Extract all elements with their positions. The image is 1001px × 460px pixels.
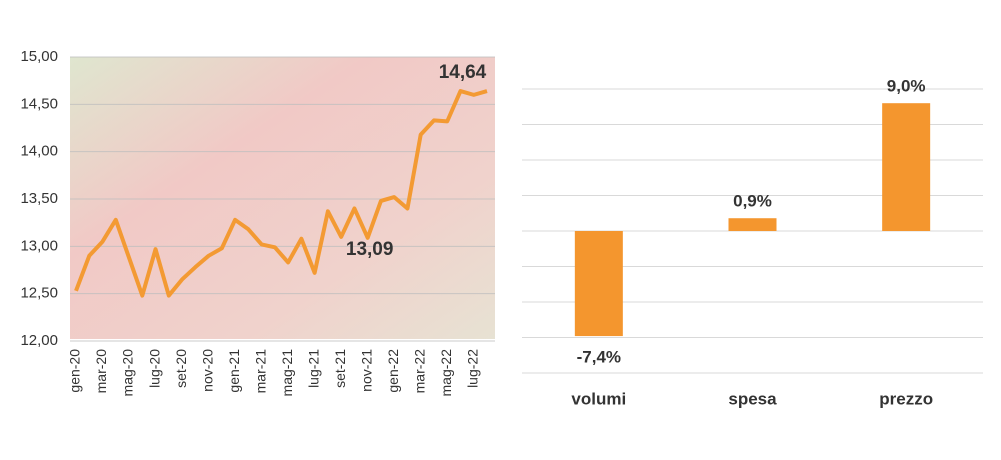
x-tick-label: gen-22 [385,349,401,393]
data-label: 13,09 [346,239,394,260]
bar [728,218,777,231]
y-tick-label: 12,00 [20,332,58,349]
x-tick-label: mag-21 [279,349,295,397]
x-tick-label: nov-21 [358,349,374,392]
y-tick-label: 14,00 [20,143,58,160]
line [74,89,488,298]
x-tick-label: spesa [728,389,777,408]
x-tick-label: mag-22 [438,349,454,397]
data-label: 14,64 [439,62,487,83]
x-tick-label: nov-20 [199,349,215,392]
x-tick-label: lug-21 [305,349,321,388]
data-label: 9,0% [887,77,926,96]
y-tick-label: 15,00 [20,48,58,65]
y-tick-label: 13,00 [20,237,58,254]
x-tick-label: mar-21 [252,349,268,394]
x-tick-label: lug-22 [464,349,480,388]
x-tick-label: prezzo [879,389,933,408]
y-tick-label: 12,50 [20,285,58,302]
x-tick-label: mar-20 [93,349,109,394]
y-tick-label: 14,50 [20,95,58,112]
data-label: -7,4% [577,348,621,367]
x-tick-label: lug-20 [146,349,162,388]
x-tick-label: mag-20 [120,349,136,397]
x-tick-label: volumi [571,389,626,408]
x-tick-label: gen-21 [226,349,242,393]
y-tick-label: 13,50 [20,190,58,207]
x-tick-label: mar-22 [411,349,427,394]
x-tick-label: set-21 [332,349,348,388]
bar [574,231,623,337]
x-tick-label: gen-20 [67,349,83,393]
x-tick-label: set-20 [173,349,189,388]
data-label: 0,9% [733,192,772,211]
bar [882,103,931,231]
background-photo [70,57,495,339]
